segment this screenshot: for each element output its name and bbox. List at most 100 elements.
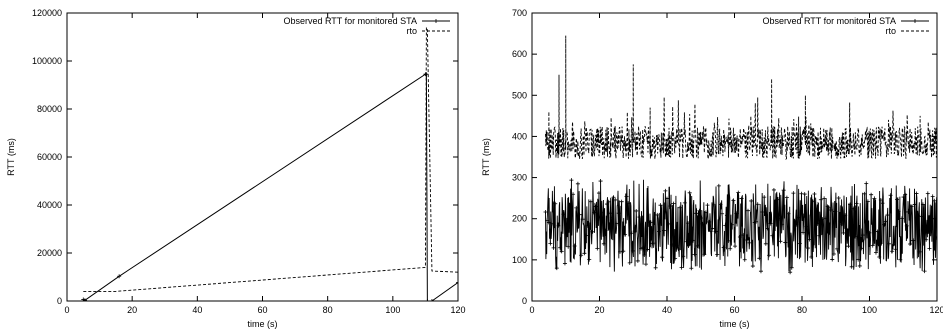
rtt-point [626,201,631,206]
rtt-point [920,202,925,207]
rtt-point [833,209,838,214]
rtt-point [630,248,635,253]
rtt-point [898,257,903,262]
rtt-point [883,219,888,224]
rtt-point [596,191,601,196]
rtt-point [851,206,856,211]
rtt-point [773,200,778,205]
rtt-point [590,229,595,234]
rtt-point [624,194,629,199]
rtt-point [697,208,702,213]
rtt-point [456,280,458,285]
rtt-point [781,188,786,193]
x-tick-label: 40 [192,305,202,315]
y-axis-label: RTT (ms) [481,138,491,176]
rtt-point [629,231,634,236]
rtt-point [899,216,904,221]
rtt-point [865,199,870,204]
rtt-point [548,241,553,246]
rtt-point [820,217,825,222]
rtt-point [721,245,726,250]
rtt-point [861,233,866,238]
rtt-point [580,217,585,222]
rtt-point [569,178,574,183]
legend-label: Observed RTT for monitored STA [283,16,417,26]
rtt-point [635,258,640,263]
rtt-point [658,203,663,208]
y-tick-label: 400 [512,131,527,141]
rtt-point [909,204,914,209]
rtt-point [875,229,880,234]
rtt-point [82,298,87,301]
rtt-point [731,198,736,203]
rtt-point [653,265,658,270]
rtt-point [619,199,624,204]
plot-area [81,27,458,301]
rtt-point [546,220,551,225]
rtt-point [637,215,642,220]
rtt-point [703,210,708,215]
x-tick-label: 120 [450,305,465,315]
rtt-point [823,216,828,221]
x-tick-label: 80 [323,305,333,315]
rtt-point [603,228,608,233]
rtt-point [707,219,712,224]
rtt-point [784,195,789,200]
rtt-point [925,191,930,196]
rtt-point [634,208,639,213]
rtt-point [655,212,660,217]
rtt-point [827,205,831,210]
rtt-point [729,222,734,227]
rtt-point [914,191,919,196]
rtt-point [587,257,592,262]
rtt-point [893,247,898,252]
rtt-point [852,234,857,239]
rtt-point [739,196,744,201]
y-tick-label: 0 [522,296,527,306]
rtt-point [682,200,687,205]
rtt-point [844,230,849,235]
plot-frame [531,12,938,302]
rtt-point [627,260,632,265]
rtt-point [786,211,791,216]
x-tick-label: 0 [64,305,69,315]
rtt-point [614,221,619,226]
rtt-point [815,221,820,226]
x-tick-label: 120 [929,305,943,315]
rtt-point [674,243,679,248]
rtt-point [718,202,723,207]
rtt-point [908,242,912,247]
rtt-point [694,211,699,216]
legend-marker [913,19,917,23]
rtt-point [822,196,827,201]
rtt-point [621,249,626,254]
rtt-point [708,229,713,234]
rtt-point [758,269,763,274]
legend-marker [434,19,438,23]
rtt-point [869,192,874,197]
rtt-point [695,243,700,248]
rtt-point [762,195,767,200]
y-tick-label: 600 [512,49,527,59]
rtt-point [618,249,623,254]
rtt-point [723,223,728,228]
rtt-point [859,246,864,251]
plot-area [543,35,937,275]
rtt-point [736,190,741,195]
left-chart: 0 20 40 60 80 100 120 0 20000 40000 60000 80000 1000… [6,8,466,329]
rtt-point [679,265,684,270]
rtt-point [562,261,567,266]
rtt-point [643,262,648,267]
rtt-point [577,212,582,217]
x-tick-label: 20 [594,305,604,315]
rtt-point [888,193,893,198]
x-tick-label: 100 [385,305,400,315]
y-tick-label: 500 [512,90,527,100]
y-tick-label: 100 [512,255,527,265]
rtt-point [895,197,900,202]
rtt-point [726,238,731,243]
rtt-point [689,266,694,271]
rtt-point [809,254,814,259]
rtt-point [585,223,590,228]
rtt-point [600,210,605,215]
